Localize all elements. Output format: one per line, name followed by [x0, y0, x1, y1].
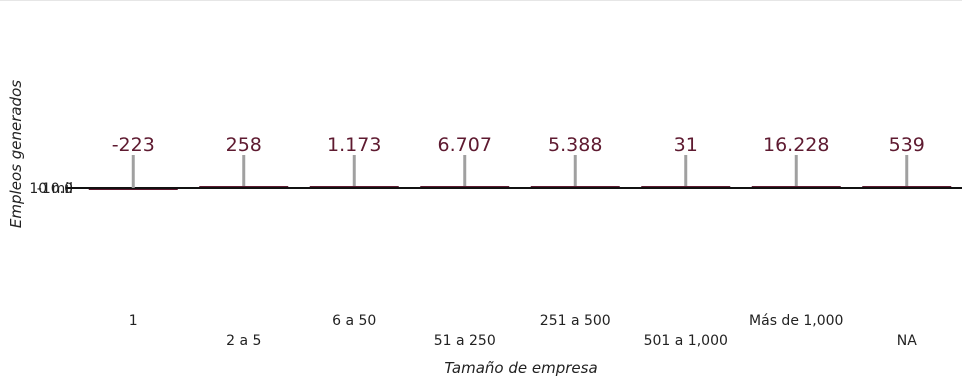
x-axis-title: Tamaño de empresa	[444, 359, 597, 376]
data-label: -223	[112, 134, 155, 156]
data-label: 258	[226, 134, 262, 156]
category-labels: 1 2 a 5 6 a 50 51 a 250 251 a 500 501 a 1,000…	[129, 313, 917, 349]
category-label: Más de 1,000	[749, 313, 843, 329]
category-label: 501 a 1,000	[644, 333, 728, 349]
category-label: 1	[129, 313, 138, 329]
data-labels: -223 258 1.173 6.707 5.388 31 16.228 539	[112, 134, 925, 156]
y-tick-label: 10 mil	[29, 181, 73, 197]
y-tick-label: -10...	[37, 181, 73, 197]
data-label: 1.173	[327, 134, 381, 156]
y-axis-title: Empleos generados	[7, 80, 25, 228]
category-label: 6 a 50	[332, 313, 376, 329]
category-label: 2 a 5	[226, 333, 261, 349]
category-label: 51 a 250	[434, 333, 496, 349]
data-label: 31	[674, 134, 698, 156]
category-label: 251 a 500	[540, 313, 611, 329]
data-label: 5.388	[548, 134, 602, 156]
leader-lines	[131, 155, 909, 188]
category-label: NA	[897, 333, 917, 349]
data-label: 16.228	[763, 134, 829, 156]
data-label: 539	[889, 134, 925, 156]
data-label: 6.707	[438, 134, 492, 156]
